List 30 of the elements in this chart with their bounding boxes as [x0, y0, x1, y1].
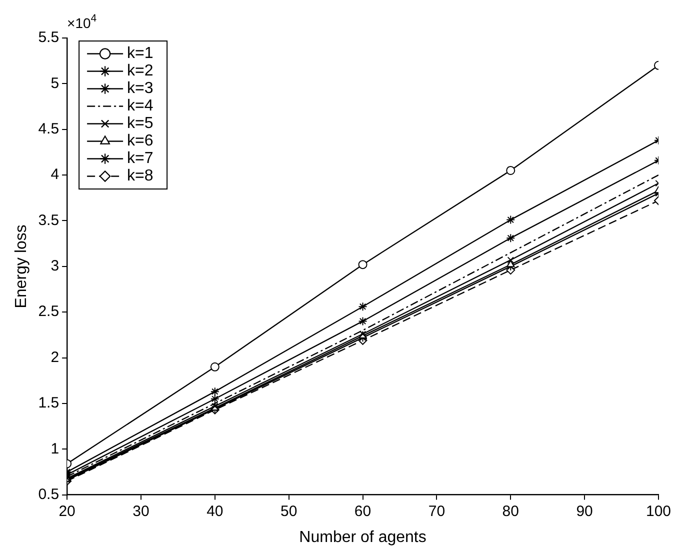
y-tick-label: 2.5: [38, 303, 60, 320]
y-tick-label: 2: [50, 348, 60, 366]
x-tick-label: 70: [428, 502, 446, 520]
legend-label: k=1: [127, 45, 154, 62]
x-tick-label: 100: [646, 502, 671, 520]
x-tick-label: 40: [206, 502, 224, 520]
legend-label: k=7: [127, 150, 154, 168]
legend-label: k=4: [127, 98, 154, 115]
legend-label: k=3: [127, 80, 154, 98]
y-axis-title: Energy loss: [13, 224, 30, 308]
y-tick-label: 5: [50, 74, 60, 92]
legend-label: k=6: [127, 132, 154, 150]
x-tick-label: 80: [502, 502, 519, 520]
y-tick-label: 5.5: [38, 29, 60, 46]
y-tick-label: 3.5: [38, 212, 60, 229]
y-tick-label: 4.5: [38, 120, 60, 138]
y-tick-label: 0.5: [38, 486, 60, 503]
x-tick-label: 30: [132, 502, 150, 520]
y-tick-label: 1: [50, 440, 60, 458]
x-axis-title: Number of agents: [299, 528, 426, 546]
legend-label: k=5: [127, 115, 154, 132]
x-tick-label: 50: [280, 502, 298, 520]
x-tick-label: 20: [58, 502, 76, 520]
y-tick-label: 1.5: [38, 394, 60, 412]
y-tick-label: 3: [50, 258, 60, 275]
x-tick-label: 90: [576, 502, 593, 520]
legend-label: k=2: [127, 62, 154, 80]
y-tick-label: 4: [50, 166, 60, 184]
legend-label: k=8: [127, 168, 154, 185]
x-tick-label: 60: [354, 502, 372, 520]
